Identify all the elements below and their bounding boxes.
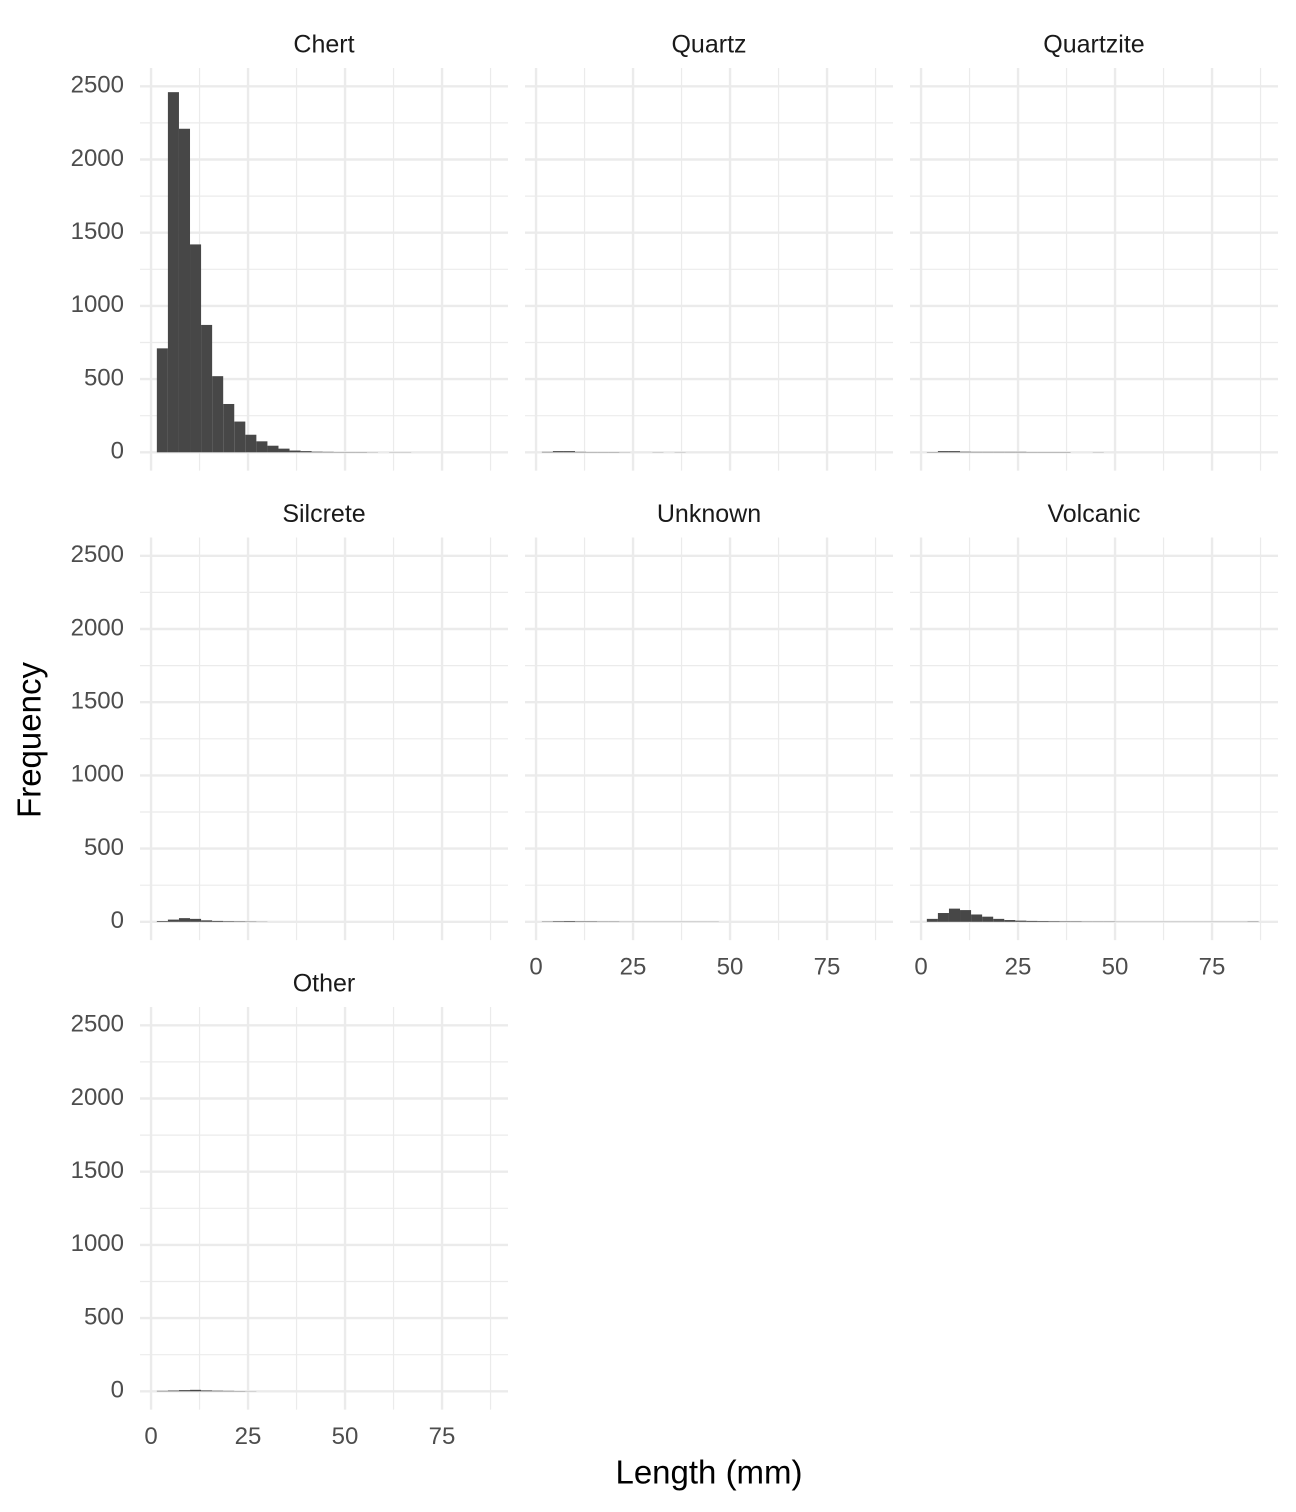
histogram-bar <box>937 913 949 922</box>
x-tick-label: 25 <box>1005 953 1032 980</box>
histogram-bar <box>212 376 224 453</box>
histogram-bar <box>178 128 191 453</box>
histogram-bar <box>1026 920 1038 922</box>
histogram-bar <box>167 919 179 922</box>
facet-title: Silcrete <box>282 500 365 528</box>
histogram-bar <box>311 451 323 453</box>
y-tick-label: 500 <box>84 364 124 391</box>
histogram-bar <box>278 448 290 453</box>
y-axis-label: Frequency <box>11 662 48 818</box>
facet-title: Quartz <box>671 31 746 59</box>
histogram-bar <box>948 908 961 922</box>
histogram-bar <box>971 914 983 922</box>
facet-title: Volcanic <box>1047 500 1140 528</box>
x-tick-label: 0 <box>529 953 542 980</box>
y-tick-label: 2000 <box>71 614 124 641</box>
histogram-bar <box>256 441 268 453</box>
histogram-bar <box>167 92 179 453</box>
histogram-bar <box>190 1389 202 1392</box>
facet-title: Unknown <box>657 500 761 528</box>
y-tick-label: 0 <box>111 1377 124 1404</box>
y-tick-label: 1000 <box>71 1230 124 1257</box>
y-tick-label: 500 <box>84 834 124 861</box>
histogram-bar <box>993 918 1005 922</box>
histogram-bar <box>1004 920 1016 922</box>
histogram-bar <box>563 451 576 453</box>
x-tick-label: 0 <box>914 953 927 980</box>
histogram-bar <box>178 1390 191 1392</box>
facet-title: Quartzite <box>1043 31 1144 59</box>
histogram-bar <box>289 450 301 453</box>
y-tick-label: 2000 <box>71 1084 124 1111</box>
histogram-bar <box>223 921 235 922</box>
histogram-bar <box>300 451 312 453</box>
facet-title: Chert <box>293 31 354 59</box>
y-tick-label: 1000 <box>71 761 124 788</box>
histogram-bar <box>982 916 994 922</box>
histogram-bar <box>563 921 576 922</box>
histogram-bar <box>552 451 564 453</box>
histogram-bar <box>178 918 191 922</box>
y-tick-label: 1500 <box>71 1157 124 1184</box>
histogram-bar <box>167 1390 179 1392</box>
y-tick-label: 2500 <box>71 1011 124 1038</box>
histogram-bar <box>245 434 257 453</box>
x-axis-label: Length (mm) <box>615 1454 802 1491</box>
y-tick-label: 2500 <box>71 72 124 99</box>
y-tick-label: 0 <box>111 907 124 934</box>
x-tick-label: 50 <box>1102 953 1129 980</box>
histogram-bar <box>267 445 279 453</box>
histogram-bar <box>190 918 202 922</box>
histogram-bar <box>1048 921 1060 922</box>
histogram-bar <box>156 348 168 453</box>
histogram-bar <box>552 921 564 922</box>
histogram-bar <box>190 244 202 453</box>
histogram-bar <box>960 910 972 922</box>
x-tick-label: 0 <box>144 1423 157 1450</box>
y-tick-label: 1500 <box>71 218 124 245</box>
y-tick-label: 500 <box>84 1303 124 1330</box>
histogram-bar <box>948 451 961 453</box>
y-tick-label: 1000 <box>71 291 124 318</box>
x-tick-label: 75 <box>1199 953 1226 980</box>
histogram-bar <box>212 1390 224 1392</box>
y-tick-label: 0 <box>111 438 124 465</box>
x-tick-label: 50 <box>332 1423 359 1450</box>
histogram-bar <box>212 920 224 922</box>
x-tick-label: 25 <box>620 953 647 980</box>
histogram-bar <box>156 921 168 922</box>
y-tick-label: 1500 <box>71 688 124 715</box>
y-tick-label: 2500 <box>71 541 124 568</box>
histogram-bar <box>960 451 972 453</box>
histogram-bar <box>223 403 235 453</box>
y-tick-label: 2000 <box>71 145 124 172</box>
histogram-bar <box>201 1390 213 1392</box>
histogram-bar <box>201 920 213 922</box>
histogram-bar <box>234 421 246 453</box>
facet-title: Other <box>293 970 356 998</box>
histogram-bar <box>201 324 213 453</box>
x-tick-label: 50 <box>717 953 744 980</box>
x-tick-label: 25 <box>235 1423 262 1450</box>
histogram-bar <box>1015 920 1027 922</box>
histogram-bar <box>1037 921 1049 922</box>
x-tick-label: 75 <box>814 953 841 980</box>
x-tick-label: 75 <box>429 1423 456 1450</box>
histogram-bar <box>926 918 938 922</box>
histogram-bar <box>937 451 949 453</box>
